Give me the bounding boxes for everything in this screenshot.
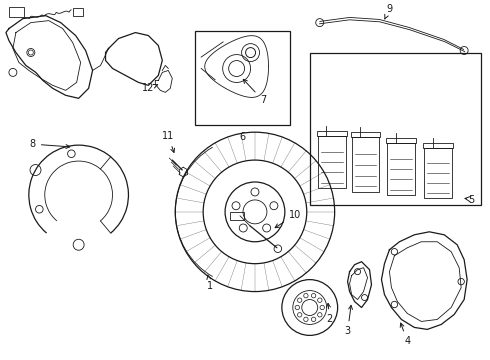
Bar (424, 148, 452, 198)
Bar (318, 136, 345, 188)
Bar (350, 132, 380, 137)
Bar (230, 212, 244, 220)
Text: 4: 4 (400, 323, 411, 346)
Bar (9, 7, 24, 17)
Bar (352, 137, 379, 192)
Bar (423, 143, 453, 148)
Bar (73, 8, 83, 15)
Text: 1: 1 (207, 275, 213, 291)
Text: 5: 5 (468, 195, 474, 205)
Bar (195, 31, 290, 125)
Bar (387, 138, 416, 143)
Text: 7: 7 (243, 79, 266, 105)
Text: 6: 6 (240, 132, 245, 142)
Bar (388, 143, 416, 195)
Text: 11: 11 (162, 131, 174, 152)
Text: 8: 8 (30, 139, 70, 149)
Text: 10: 10 (275, 210, 301, 228)
Text: 12: 12 (142, 84, 158, 93)
Text: 2: 2 (326, 303, 333, 324)
Text: 9: 9 (385, 4, 392, 19)
Text: 3: 3 (344, 305, 352, 336)
Bar (310, 54, 481, 205)
Bar (317, 131, 346, 136)
